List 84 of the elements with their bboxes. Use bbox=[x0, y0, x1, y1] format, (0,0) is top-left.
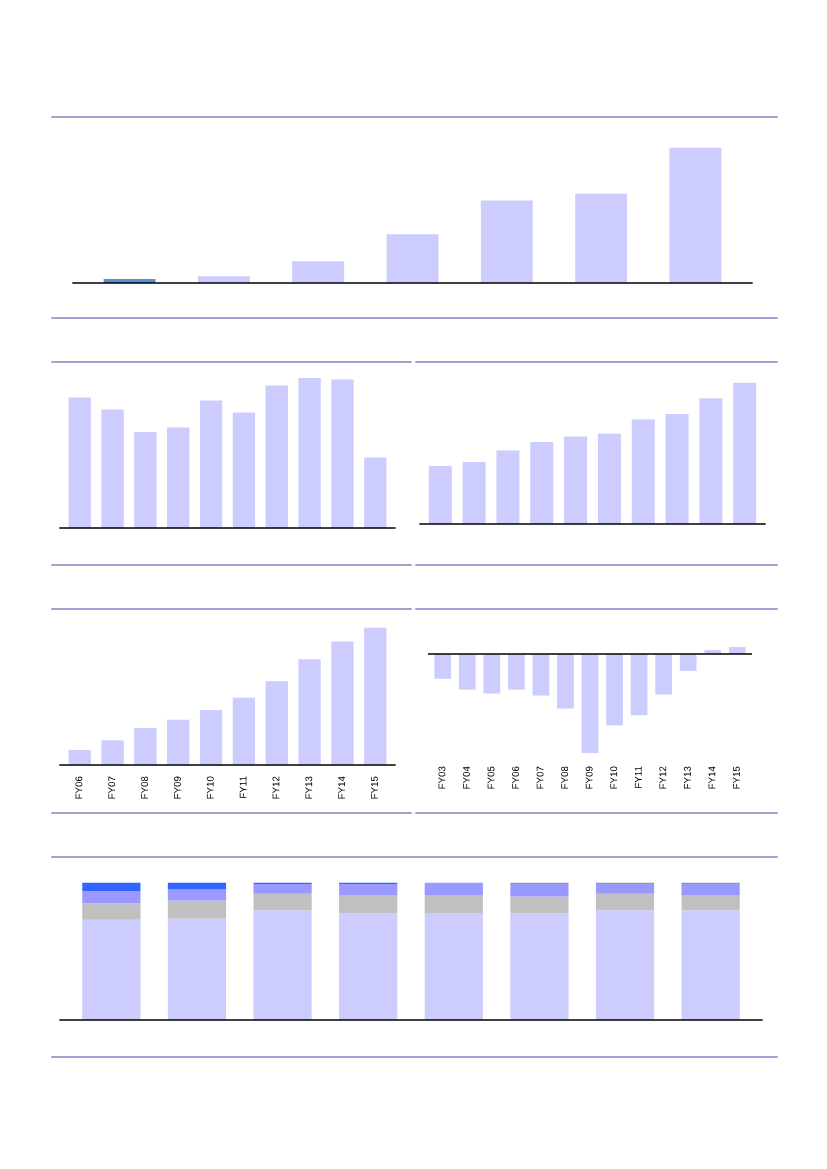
x-tick-label: FY06 bbox=[512, 766, 519, 789]
x-tick-label: FY12 bbox=[659, 766, 667, 789]
x-tick-label: FY09 bbox=[585, 766, 593, 789]
bar bbox=[681, 910, 740, 1020]
bar bbox=[292, 261, 345, 283]
bar bbox=[597, 433, 621, 524]
bar bbox=[595, 893, 655, 911]
bar bbox=[82, 882, 141, 891]
bar bbox=[339, 884, 398, 896]
bar bbox=[424, 882, 483, 896]
bar bbox=[253, 884, 312, 894]
bar bbox=[510, 884, 569, 897]
bar bbox=[232, 697, 256, 765]
x-tick-label: FY03 bbox=[438, 766, 446, 789]
bar bbox=[733, 382, 757, 524]
x-tick-label: FY15 bbox=[733, 766, 740, 789]
x-tick-label: FY06 bbox=[75, 776, 83, 799]
bar bbox=[253, 893, 312, 911]
bar bbox=[424, 912, 483, 1020]
bar bbox=[665, 413, 689, 524]
bar bbox=[510, 896, 569, 913]
bar bbox=[298, 659, 321, 765]
bar bbox=[167, 882, 227, 890]
bar bbox=[364, 627, 387, 765]
bar bbox=[386, 234, 439, 283]
bar bbox=[232, 412, 256, 528]
x-tick-label: FY13 bbox=[683, 766, 691, 789]
x-tick-label: FY13 bbox=[305, 776, 313, 799]
bar bbox=[564, 436, 588, 524]
bar bbox=[167, 427, 190, 528]
bar bbox=[199, 400, 223, 528]
x-tick-label: FY08 bbox=[561, 766, 569, 789]
x-tick-label: FY15 bbox=[371, 776, 378, 799]
bar bbox=[669, 147, 722, 283]
x-tick-label: FY10 bbox=[206, 776, 214, 799]
x-tick-label: FY09 bbox=[173, 776, 181, 799]
bar bbox=[699, 398, 723, 524]
bar bbox=[199, 710, 223, 765]
bar bbox=[462, 461, 486, 524]
bar bbox=[101, 740, 124, 765]
x-tick-label: FY05 bbox=[487, 766, 495, 789]
x-tick-label: FY11 bbox=[239, 776, 247, 798]
bar bbox=[167, 918, 227, 1020]
x-tick-label: FY07 bbox=[108, 776, 116, 799]
bar bbox=[134, 432, 157, 528]
bar bbox=[681, 884, 740, 896]
bar bbox=[82, 890, 141, 904]
bar bbox=[595, 910, 655, 1020]
bar bbox=[167, 719, 190, 765]
x-tick-label: FY04 bbox=[463, 766, 470, 789]
bar bbox=[68, 749, 91, 765]
x-tick-label: FY14 bbox=[338, 776, 345, 799]
x-tick-label: FY07 bbox=[536, 766, 544, 789]
bar bbox=[134, 727, 157, 765]
bar bbox=[530, 442, 554, 524]
bar bbox=[681, 895, 740, 911]
x-tick-label: FY08 bbox=[141, 776, 148, 799]
x-tick-label: FY14 bbox=[708, 766, 716, 789]
x-tick-label: FY10 bbox=[610, 766, 618, 789]
bar bbox=[265, 681, 288, 765]
bar bbox=[364, 457, 387, 528]
bar bbox=[265, 385, 288, 528]
bar bbox=[428, 466, 452, 524]
bar bbox=[631, 419, 655, 524]
bar bbox=[167, 889, 227, 901]
bar bbox=[331, 379, 354, 528]
bar bbox=[82, 919, 141, 1020]
bar bbox=[253, 910, 312, 1020]
bar bbox=[331, 641, 354, 765]
bar bbox=[68, 397, 91, 528]
bar bbox=[480, 200, 533, 283]
bar bbox=[510, 912, 569, 1020]
bar bbox=[595, 884, 655, 894]
x-tick-label: FY12 bbox=[272, 776, 280, 799]
x-tick-label: FY11 bbox=[634, 766, 642, 788]
bar bbox=[101, 409, 124, 528]
bar bbox=[424, 895, 483, 913]
bar bbox=[496, 450, 520, 524]
bar bbox=[339, 912, 398, 1020]
bar bbox=[298, 378, 321, 528]
bar bbox=[339, 895, 398, 913]
bar bbox=[167, 900, 227, 919]
bar bbox=[575, 193, 628, 283]
bar bbox=[82, 903, 141, 920]
